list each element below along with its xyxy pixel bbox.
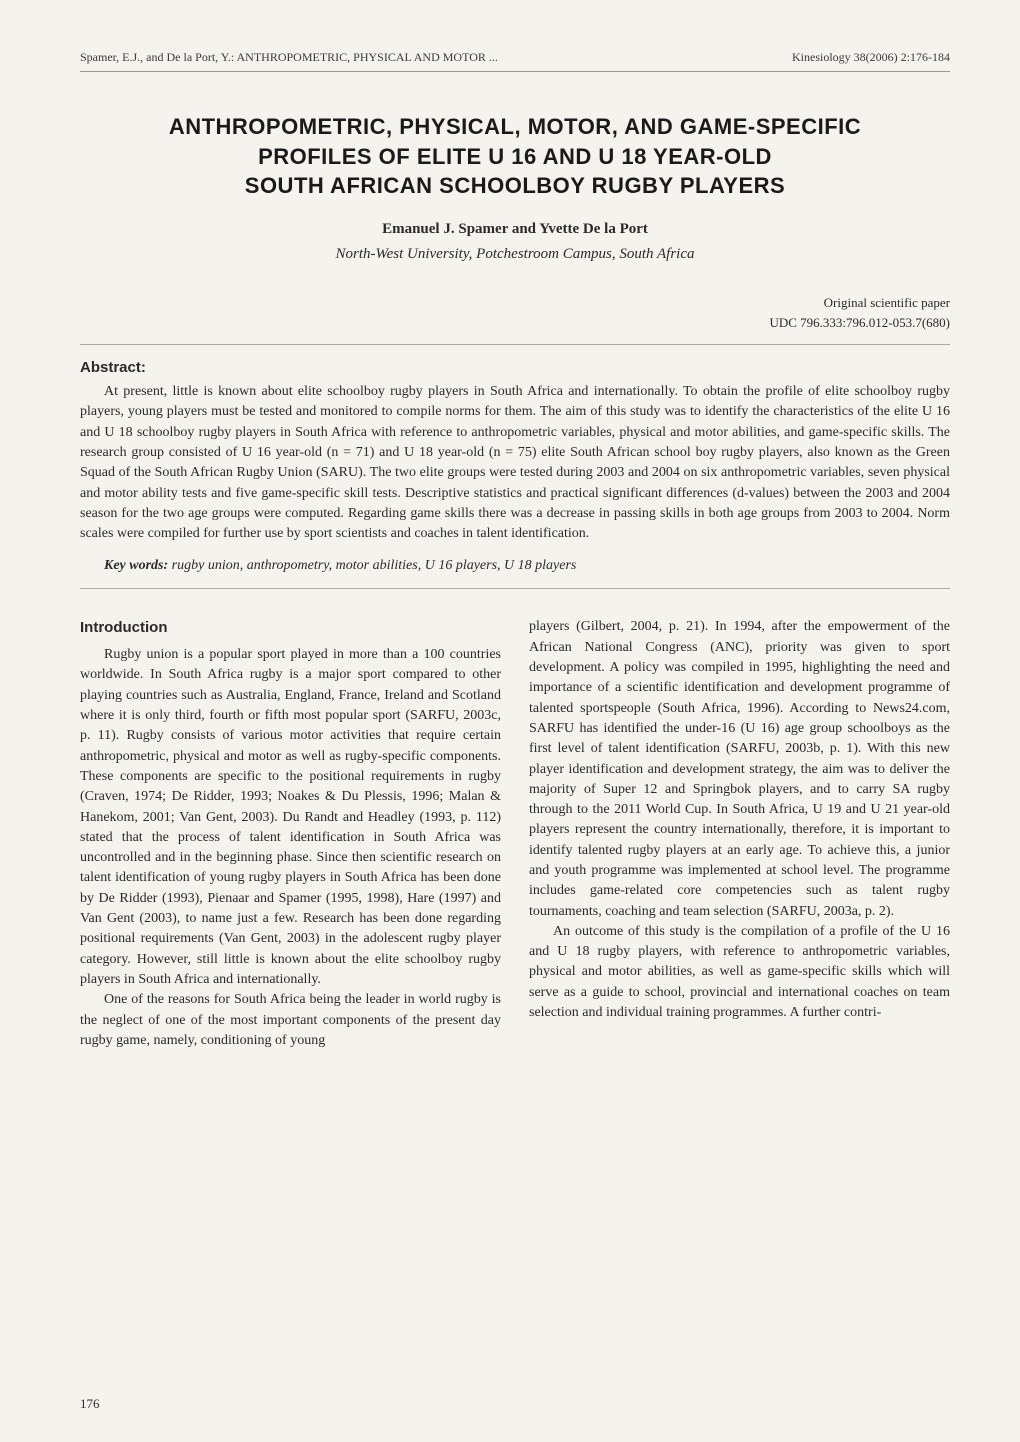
page-number: 176 [80, 1396, 100, 1412]
title-block: ANTHROPOMETRIC, PHYSICAL, MOTOR, AND GAM… [80, 112, 950, 201]
running-header: Spamer, E.J., and De la Port, Y.: ANTHRO… [80, 50, 950, 72]
title-line-1: ANTHROPOMETRIC, PHYSICAL, MOTOR, AND GAM… [169, 114, 861, 139]
keywords-label: Key words: [104, 558, 168, 573]
intro-left-p2: One of the reasons for South Africa bein… [80, 990, 501, 1051]
title-line-2: PROFILES OF ELITE U 16 AND U 18 YEAR-OLD [258, 144, 772, 169]
left-column: Introduction Rugby union is a popular sp… [80, 617, 501, 1051]
divider [80, 344, 950, 345]
authors: Emanuel J. Spamer and Yvette De la Port [80, 221, 950, 238]
divider [80, 588, 950, 589]
abstract-heading: Abstract: [80, 359, 950, 376]
paper-title: ANTHROPOMETRIC, PHYSICAL, MOTOR, AND GAM… [80, 112, 950, 201]
abstract-text: At present, little is known about elite … [80, 382, 950, 544]
affiliation: North-West University, Potchestroom Camp… [80, 246, 950, 263]
header-left: Spamer, E.J., and De la Port, Y.: ANTHRO… [80, 50, 498, 65]
paper-udc: UDC 796.333:796.012-053.7(680) [80, 313, 950, 333]
introduction-heading: Introduction [80, 617, 501, 639]
body-columns: Introduction Rugby union is a popular sp… [80, 617, 950, 1051]
intro-right-p1: players (Gilbert, 2004, p. 21). In 1994,… [529, 617, 950, 921]
abstract-block: Abstract: At present, little is known ab… [80, 359, 950, 574]
title-line-3: SOUTH AFRICAN SCHOOLBOY RUGBY PLAYERS [245, 173, 785, 198]
intro-left-p1: Rugby union is a popular sport played in… [80, 645, 501, 990]
paper-meta: Original scientific paper UDC 796.333:79… [80, 293, 950, 332]
intro-right-p2: An outcome of this study is the compilat… [529, 922, 950, 1023]
keywords-text: rugby union, anthropometry, motor abilit… [168, 558, 576, 573]
paper-type: Original scientific paper [80, 293, 950, 313]
header-right: Kinesiology 38(2006) 2:176-184 [792, 50, 950, 65]
keywords: Key words: rugby union, anthropometry, m… [80, 558, 950, 574]
right-column: players (Gilbert, 2004, p. 21). In 1994,… [529, 617, 950, 1051]
